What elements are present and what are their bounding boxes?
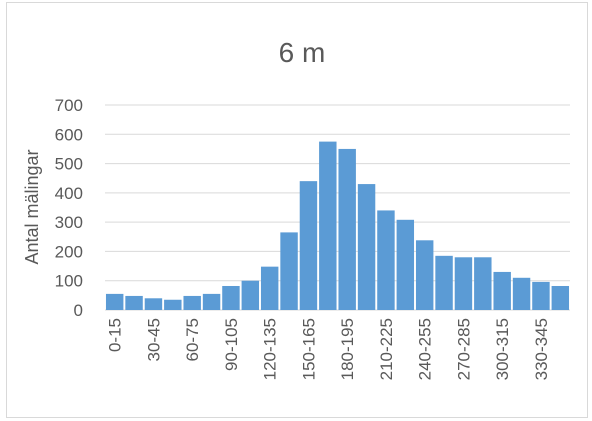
y-tick-label: 0 xyxy=(74,301,83,320)
x-tick-label: 30-45 xyxy=(144,318,163,361)
chart-frame xyxy=(6,2,588,418)
y-tick-label: 500 xyxy=(55,155,83,174)
x-tick-label: 60-75 xyxy=(183,318,202,361)
bar-0-15 xyxy=(105,293,124,310)
bar-315-330 xyxy=(512,277,531,310)
y-tick-label: 400 xyxy=(55,184,83,203)
y-tick-label: 700 xyxy=(55,96,83,115)
y-tick-label: 600 xyxy=(55,125,83,144)
chart-title: 6 m xyxy=(279,37,326,68)
x-tick-label: 120-135 xyxy=(261,318,280,380)
bars xyxy=(105,141,570,310)
bar-90-105 xyxy=(222,285,240,310)
x-tick-label: 90-105 xyxy=(222,318,241,371)
y-tick-labels: 0 100 200 300 400 500 600 700 xyxy=(55,96,83,320)
x-tick-label: 330-345 xyxy=(532,318,551,380)
bar-135-150 xyxy=(280,232,298,310)
bar-255-270 xyxy=(435,255,453,310)
bar-330-345 xyxy=(532,281,550,310)
bar-30-45 xyxy=(144,298,163,310)
bar-345-360 xyxy=(551,285,570,310)
x-tick-label: 150-165 xyxy=(299,318,318,380)
bar-285-300 xyxy=(474,257,492,310)
bar-120-135 xyxy=(260,266,279,310)
bar-150-165 xyxy=(299,181,318,310)
y-tick-label: 300 xyxy=(55,213,83,232)
y-tick-label: 200 xyxy=(55,242,83,261)
x-tick-label: 300-315 xyxy=(493,318,512,380)
bar-165-180 xyxy=(319,141,337,310)
bar-300-315 xyxy=(493,271,511,310)
bar-210-225 xyxy=(377,210,395,310)
x-tick-label: 240-255 xyxy=(416,318,435,380)
bar-105-120 xyxy=(241,280,260,310)
x-tick-label: 210-225 xyxy=(377,318,396,380)
bar-180-195 xyxy=(338,148,356,310)
x-tick-labels: 0-15 30-45 60-75 90-105 120-135 150-165 180-19… xyxy=(106,318,551,380)
gridlines xyxy=(105,104,570,311)
x-tick-label: 0-15 xyxy=(106,318,125,352)
y-axis-label: Antal mälingar xyxy=(22,149,42,264)
y-tick-label: 100 xyxy=(55,272,83,291)
bar-240-255 xyxy=(415,240,434,310)
bar-225-240 xyxy=(396,219,415,310)
bar-270-285 xyxy=(454,257,473,310)
bar-195-210 xyxy=(357,184,376,310)
bar-60-75 xyxy=(183,295,201,310)
bar-45-60 xyxy=(164,299,182,310)
x-tick-label: 180-195 xyxy=(338,318,357,380)
bar-75-90 xyxy=(202,293,221,310)
bar-15-30 xyxy=(125,295,143,310)
x-tick-label: 270-285 xyxy=(454,318,473,380)
